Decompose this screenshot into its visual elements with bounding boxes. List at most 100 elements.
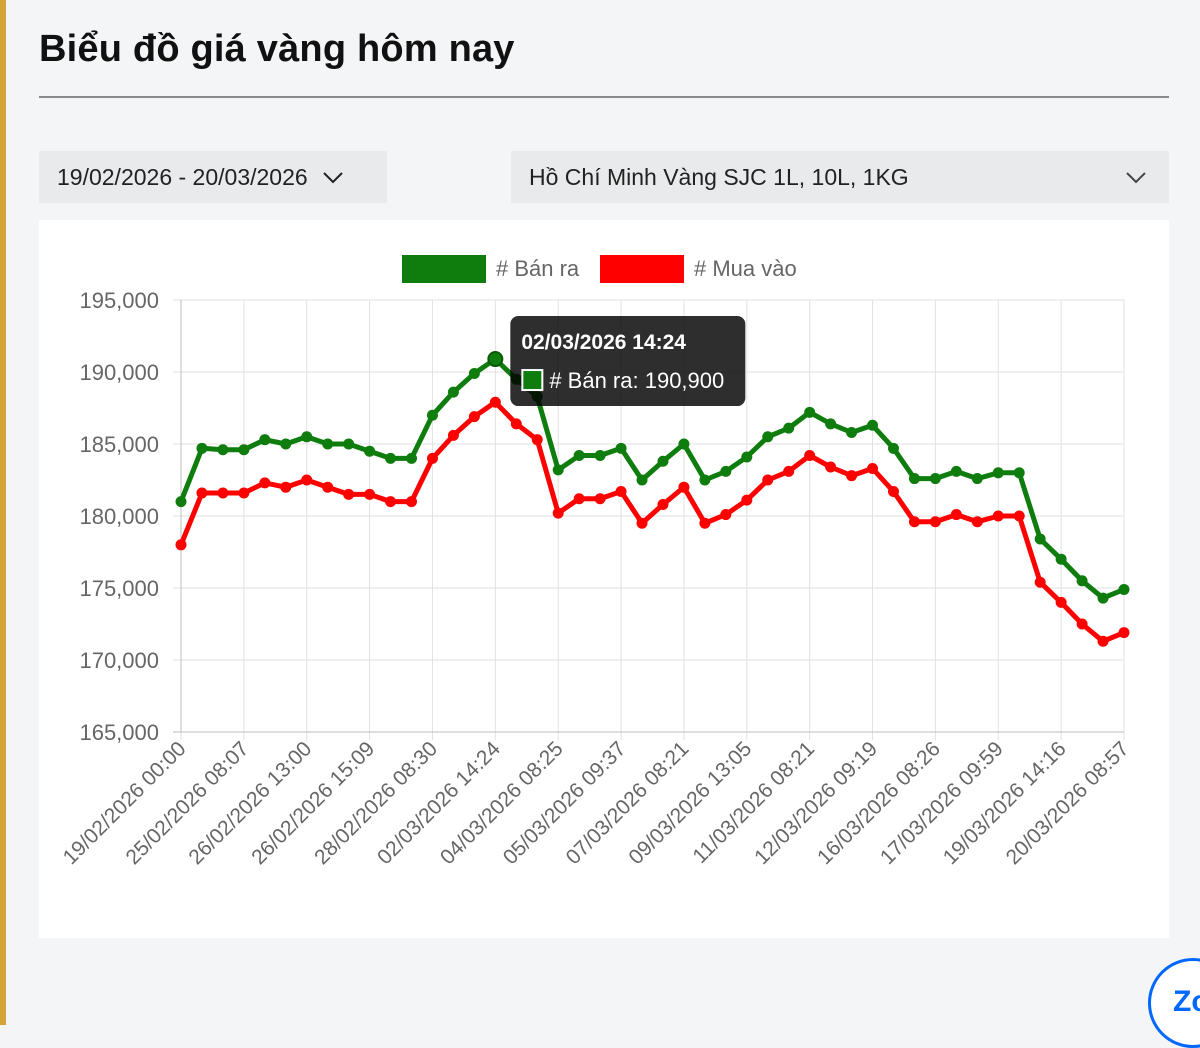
- data-point[interactable]: [573, 450, 585, 462]
- data-point[interactable]: [426, 452, 438, 464]
- data-point[interactable]: [615, 486, 627, 498]
- data-point[interactable]: [594, 493, 606, 505]
- data-point[interactable]: [552, 507, 564, 519]
- data-point[interactable]: [594, 450, 606, 462]
- location-select[interactable]: Hồ Chí Minh Vàng SJC 1L, 10L, 1KG: [511, 151, 1169, 203]
- data-point[interactable]: [489, 396, 501, 408]
- data-point[interactable]: [1118, 583, 1130, 595]
- data-point[interactable]: [322, 438, 334, 450]
- data-point[interactable]: [762, 474, 774, 486]
- data-point[interactable]: [259, 434, 271, 446]
- data-point[interactable]: [741, 451, 753, 463]
- data-point[interactable]: [720, 465, 732, 477]
- series-line: [178, 399, 1125, 644]
- data-point[interactable]: [1076, 575, 1088, 587]
- data-point[interactable]: [636, 517, 648, 529]
- data-point[interactable]: [699, 517, 711, 529]
- data-point[interactable]: [887, 486, 899, 498]
- data-point[interactable]: [1034, 533, 1046, 545]
- data-point[interactable]: [1013, 510, 1025, 522]
- data-point[interactable]: [867, 419, 879, 431]
- data-point[interactable]: [867, 462, 879, 474]
- data-point[interactable]: [301, 474, 313, 486]
- data-point[interactable]: [783, 465, 795, 477]
- series-line: [178, 356, 1125, 601]
- data-point[interactable]: [636, 474, 648, 486]
- data-point[interactable]: [322, 481, 334, 493]
- data-point[interactable]: [1097, 592, 1109, 604]
- data-point[interactable]: [552, 464, 564, 476]
- data-point[interactable]: [657, 498, 669, 510]
- data-point[interactable]: [531, 434, 543, 446]
- y-tick-label: 190,000: [79, 360, 159, 385]
- data-point[interactable]: [678, 438, 690, 450]
- data-point[interactable]: [217, 444, 229, 456]
- data-point[interactable]: [1097, 635, 1109, 647]
- data-point[interactable]: [447, 386, 459, 398]
- zalo-chat-button[interactable]: Zc: [1148, 958, 1200, 1048]
- data-point[interactable]: [406, 452, 418, 464]
- data-point[interactable]: [804, 406, 816, 418]
- data-point[interactable]: [385, 496, 397, 508]
- data-point[interactable]: [908, 516, 920, 528]
- data-point[interactable]: [343, 438, 355, 450]
- data-point[interactable]: [950, 509, 962, 521]
- data-point[interactable]: [1076, 618, 1088, 630]
- data-point[interactable]: [175, 539, 187, 551]
- data-point[interactable]: [217, 487, 229, 499]
- data-point[interactable]: [468, 367, 480, 379]
- data-point[interactable]: [1013, 467, 1025, 479]
- data-point[interactable]: [825, 418, 837, 430]
- data-point[interactable]: [929, 473, 941, 485]
- data-point[interactable]: [846, 426, 858, 438]
- data-point[interactable]: [343, 488, 355, 500]
- data-point[interactable]: [992, 467, 1004, 479]
- data-point[interactable]: [573, 493, 585, 505]
- data-point[interactable]: [196, 442, 208, 454]
- data-point[interactable]: [804, 450, 816, 462]
- data-point[interactable]: [846, 470, 858, 482]
- data-point[interactable]: [259, 477, 271, 489]
- data-point[interactable]: [825, 461, 837, 473]
- data-point[interactable]: [615, 442, 627, 454]
- data-point[interactable]: [1055, 596, 1067, 608]
- data-point[interactable]: [1055, 553, 1067, 565]
- data-point[interactable]: [992, 510, 1004, 522]
- y-tick-label: 195,000: [79, 288, 159, 313]
- data-point[interactable]: [238, 444, 250, 456]
- data-point[interactable]: [720, 509, 732, 521]
- data-point[interactable]: [385, 452, 397, 464]
- data-point[interactable]: [657, 455, 669, 467]
- chevron-down-icon: [322, 164, 344, 191]
- date-range-select[interactable]: 19/02/2026 - 20/03/2026: [39, 151, 387, 203]
- data-point[interactable]: [175, 496, 187, 508]
- data-point[interactable]: [280, 481, 292, 493]
- data-point[interactable]: [280, 438, 292, 450]
- data-point[interactable]: [364, 488, 376, 500]
- data-point[interactable]: [971, 473, 983, 485]
- data-point[interactable]: [971, 516, 983, 528]
- data-point[interactable]: [762, 431, 774, 443]
- data-point[interactable]: [783, 422, 795, 434]
- chart-canvas: 195,000 190,000 185,000 180,000 175,000 170,0…: [59, 255, 1134, 869]
- data-point[interactable]: [1118, 627, 1130, 639]
- data-point[interactable]: [510, 418, 522, 430]
- data-point[interactable]: [196, 487, 208, 499]
- data-point[interactable]: [929, 516, 941, 528]
- data-point[interactable]: [741, 494, 753, 506]
- data-point[interactable]: [238, 487, 250, 499]
- data-point[interactable]: [406, 496, 418, 508]
- data-point[interactable]: [887, 442, 899, 454]
- data-point[interactable]: [699, 474, 711, 486]
- location-value: Hồ Chí Minh Vàng SJC 1L, 10L, 1KG: [529, 163, 909, 190]
- data-point[interactable]: [1034, 576, 1046, 588]
- data-point[interactable]: [908, 473, 920, 485]
- data-point[interactable]: [468, 411, 480, 423]
- data-point[interactable]: [364, 445, 376, 457]
- data-point[interactable]: [678, 481, 690, 493]
- data-point[interactable]: [426, 409, 438, 421]
- data-point[interactable]: [487, 351, 504, 368]
- data-point[interactable]: [447, 429, 459, 441]
- data-point[interactable]: [301, 431, 313, 443]
- data-point[interactable]: [950, 465, 962, 477]
